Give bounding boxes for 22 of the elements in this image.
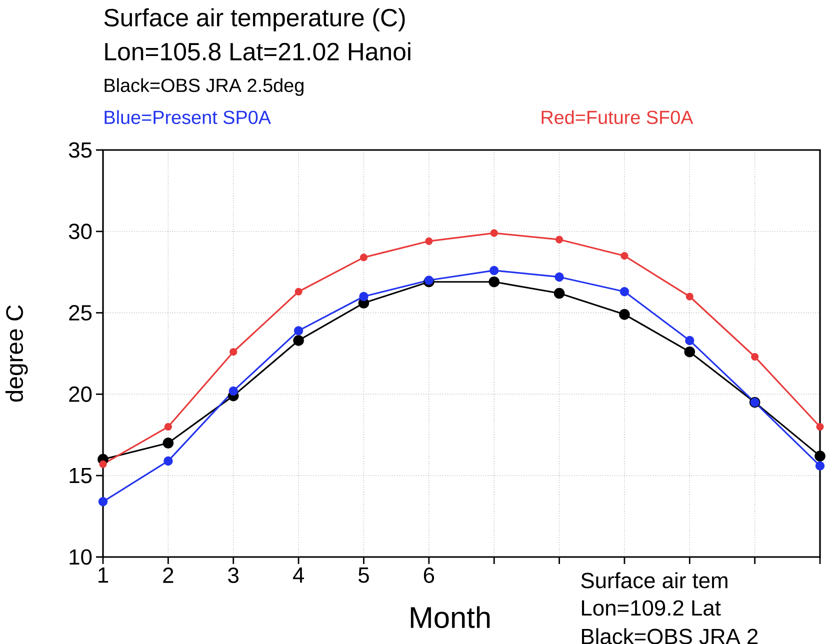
chart-title: Surface air temperature (C) [104, 8, 405, 32]
x-tick-label: 1 [98, 568, 108, 583]
text: Surface air tem [581, 572, 728, 588]
y-tick-label: 15 [70, 468, 92, 484]
text: Blue=Present SP0A [104, 110, 271, 124]
text: Black=OBS JRA 2.5deg [104, 78, 304, 96]
x-tick-label: 4 [292, 568, 304, 583]
chart-subtitle: Lon=105.8 Lat=21.02 Hanoi [105, 42, 410, 60]
x-tick-label: 5 [358, 568, 369, 583]
text: Red=Future SF0A [542, 110, 694, 124]
x-tick-label: 3 [228, 568, 239, 584]
y-tick-label: 30 [68, 224, 92, 240]
text: Lon=109.2 Lat [582, 600, 721, 616]
x-axis-title: Month [410, 606, 490, 628]
y-tick-label: 25 [69, 305, 92, 321]
y-tick-label: 35 [68, 142, 92, 158]
y-tick-label: 10 [70, 549, 92, 565]
text: Black=OBS JRA 2 [582, 628, 758, 644]
x-tick-label: 2 [163, 568, 174, 583]
y-tick-label: 20 [69, 386, 92, 402]
x-tick-label: 6 [424, 568, 434, 584]
y-axis-title: degree C [5, 305, 28, 402]
